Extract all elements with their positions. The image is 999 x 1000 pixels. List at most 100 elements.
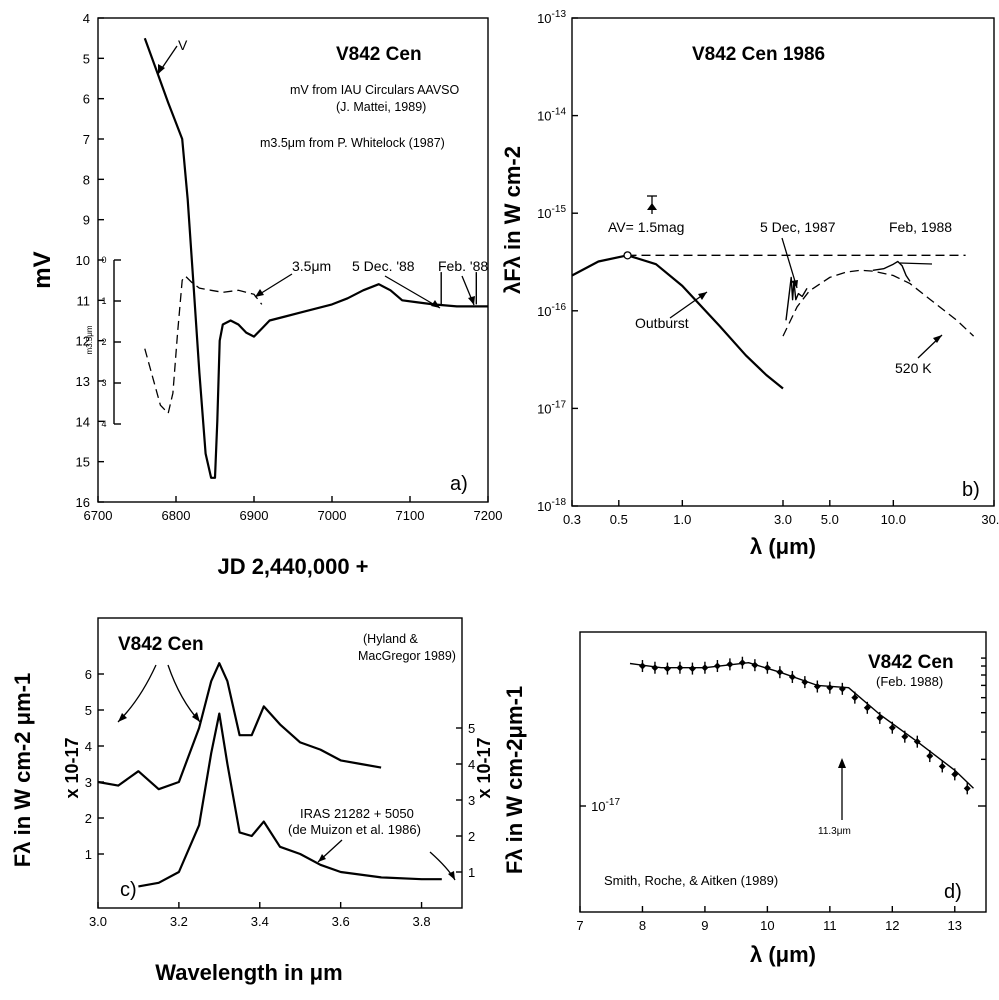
panel-c-panel-label: c) <box>120 879 137 901</box>
panel-c-xtick-label: 3.4 <box>251 914 269 929</box>
panel-a-xtick-label: 6800 <box>162 508 191 523</box>
panel-b-xtick-label: 0.3 <box>563 512 581 527</box>
panel-d-xtick-label: 13 <box>948 918 962 933</box>
inset-tick-0: 0 <box>101 255 106 265</box>
panel-b-xtick-label: 30.0 <box>981 512 999 527</box>
panel-b-label-520k: 520 K <box>895 360 932 376</box>
panel-d-panel-label: d) <box>944 881 962 903</box>
panel-a-ytick-label: 10 <box>76 253 90 268</box>
panel-d-data-points <box>638 656 971 795</box>
panel-b-ytick-label: 10-14 <box>537 107 566 124</box>
panel-a-ytick-label: 11 <box>77 293 91 308</box>
panel-d-xtick-label: 9 <box>701 918 708 933</box>
panel-d-xtick-label: 7 <box>576 918 583 933</box>
panel-d-ylabel: Fλ in W cm-2μm-1 <box>502 686 527 874</box>
panel-d-xtick-label: 12 <box>885 918 899 933</box>
panel-b-feb1988-curve <box>872 260 911 282</box>
panel-b-xtick-label: 3.0 <box>774 512 792 527</box>
panel-b-ytick-label: 10-16 <box>537 302 566 319</box>
panel-b-label-feb88: Feb, 1988 <box>889 219 952 235</box>
panel-d-label-11.3: 11.3μm <box>818 826 851 837</box>
panel-c-ticks: 3.0 3.2 3.4 3.6 3.8 1 2 3 4 5 6 1 2 3 4 5 <box>85 667 475 929</box>
panel-d: 7 8 9 10 11 12 13 10-17 V842 Cen (Feb. 1988) 11… <box>502 631 987 967</box>
panel-b-frame <box>571 17 995 507</box>
panel-c-note-2: MacGregor 1989) <box>358 649 456 663</box>
panel-a-ytick-label: 15 <box>76 455 90 470</box>
panel-a-ytick-label: 4 <box>83 11 90 26</box>
inset-tick-1: 1 <box>101 296 106 306</box>
panel-c-ytick-right-label: 3 <box>468 793 475 808</box>
panel-a-ytick-label: 12 <box>76 334 90 349</box>
panel-d-xtick-label: 8 <box>639 918 646 933</box>
panel-a-3.5um-curve <box>144 275 263 415</box>
panel-a-ytick-label: 9 <box>83 213 90 228</box>
panel-a-label-v: V <box>178 37 188 53</box>
panel-c-xtick-label: 3.8 <box>413 914 431 929</box>
panel-d-subtitle: (Feb. 1988) <box>876 674 943 689</box>
panel-a-label-3.5um: 3.5μm <box>292 258 331 274</box>
panel-c-xtick-label: 3.2 <box>170 914 188 929</box>
panel-a-label-feb88: Feb. '88 <box>438 258 488 274</box>
panel-a-ylabel: mV <box>29 251 56 288</box>
panel-d-xtick-label: 10 <box>760 918 774 933</box>
panel-c-xlabel: Wavelength in μm <box>155 960 342 985</box>
panel-b-outburst-curve <box>571 254 784 390</box>
panel-a-xlabel: JD 2,440,000 + <box>217 554 368 579</box>
panel-c-yscale-right: x 10-17 <box>474 737 494 798</box>
panel-c-ytick-right-label: 2 <box>468 829 475 844</box>
panel-b-label-dec87: 5 Dec, 1987 <box>760 219 836 235</box>
panel-b-ytick-label: 10-18 <box>537 497 566 514</box>
panel-c-ytick-left-label: 1 <box>85 847 92 862</box>
panel-a-xtick-label: 7000 <box>318 508 347 523</box>
panel-c-ytick-left-label: 5 <box>85 703 92 718</box>
panel-d-ytick-label: 10-17 <box>591 797 620 814</box>
panel-b-xlabel: λ (μm) <box>750 534 816 559</box>
panel-a-xtick-label: 7100 <box>396 508 425 523</box>
panel-c-ytick-right-label: 5 <box>468 721 475 736</box>
panel-a-xtick-label: 7200 <box>474 508 503 523</box>
panel-b-xtick-label: 10.0 <box>881 512 906 527</box>
panel-c-title: V842 Cen <box>118 634 204 655</box>
panel-c-yscale-left: x 10-17 <box>62 737 82 798</box>
panel-b-xtick-label: 0.5 <box>610 512 628 527</box>
panel-a-note-1: mV from IAU Circulars AAVSO <box>290 83 460 97</box>
panel-a-ytick-label: 16 <box>76 495 90 510</box>
panel-c-iras-spectrum <box>138 712 442 888</box>
panel-b-ylabel: λFλ in W cm-2 <box>500 146 525 294</box>
panel-a-panel-label: a) <box>450 473 468 495</box>
panel-b-title: V842 Cen 1986 <box>692 44 825 65</box>
panel-b-ticks: 0.3 0.5 1.0 3.0 5.0 10.0 30.0 10-13 10-14 10-15 10… <box>537 9 999 527</box>
panel-c-xtick-label: 3.6 <box>332 914 350 929</box>
inset-tick-4: 4 <box>101 419 106 429</box>
panel-c-ytick-left-label: 3 <box>85 775 92 790</box>
panel-d-reference: Smith, Roche, & Aitken (1989) <box>604 873 778 888</box>
panel-c-frame <box>97 617 463 909</box>
panel-b-ytick-label: 10-15 <box>537 204 566 221</box>
panel-c-ytick-right-label: 4 <box>468 757 475 772</box>
panel-a-label-dec88: 5 Dec. '88 <box>352 258 415 274</box>
panel-c-ytick-left-label: 2 <box>85 811 92 826</box>
panel-c-v842-spectrum <box>97 662 382 791</box>
panel-a-ytick-label: 7 <box>83 132 90 147</box>
panel-d-xlabel: λ (μm) <box>750 942 816 967</box>
panel-d-xtick-label: 11 <box>823 918 837 933</box>
panel-c-ytick-left-label: 4 <box>85 739 92 754</box>
panel-d-ticks: 7 8 9 10 11 12 13 10-17 <box>576 657 986 933</box>
panel-a-date-markers <box>440 272 477 305</box>
panel-b-xtick-label: 1.0 <box>673 512 691 527</box>
panel-b-ytick-label: 10-13 <box>537 9 566 26</box>
panel-b-ytick-label: 10-17 <box>537 399 566 416</box>
panel-b-error-bar <box>647 195 657 214</box>
panel-a-title: V842 Cen <box>336 44 422 65</box>
panel-c: 3.0 3.2 3.4 3.6 3.8 1 2 3 4 5 6 1 2 3 4 5 V842 Cen (Hyl… <box>10 617 494 985</box>
panel-b-520k-curve <box>782 269 975 337</box>
panel-d-frame <box>579 631 987 913</box>
panel-b-visual-point <box>623 251 632 260</box>
inset-axis-label: m3.5μm <box>85 325 94 354</box>
panel-a-inset-axis: 0 1 2 3 4 m3.5μm <box>85 255 121 429</box>
panel-c-ytick-right-label: 1 <box>468 865 475 880</box>
panel-c-note-3: IRAS 21282 + 5050 <box>300 806 414 821</box>
